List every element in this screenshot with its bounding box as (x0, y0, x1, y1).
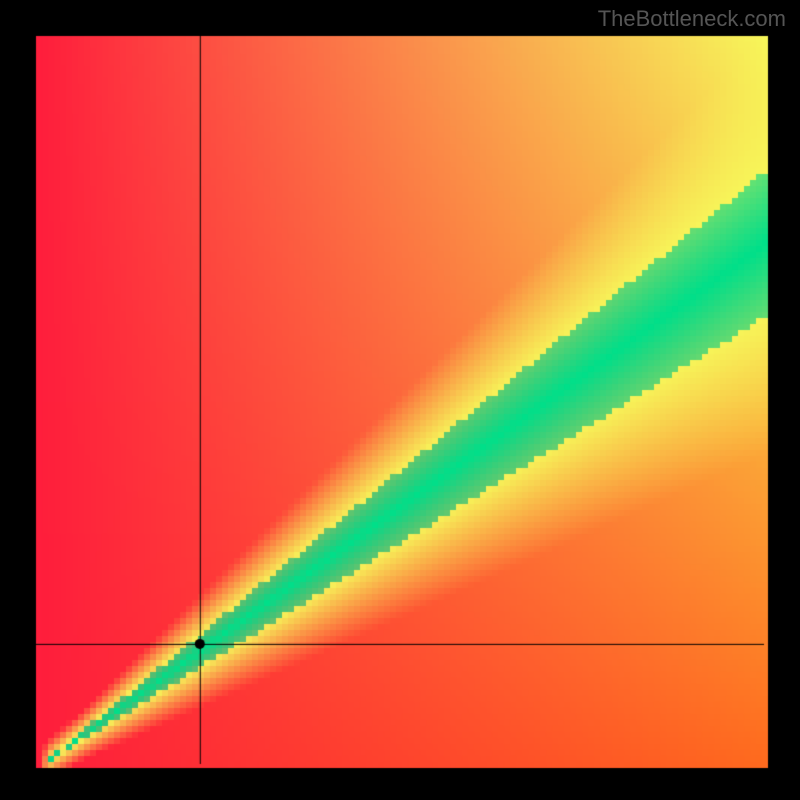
bottleneck-heatmap (0, 0, 800, 800)
chart-container: TheBottleneck.com (0, 0, 800, 800)
watermark-text: TheBottleneck.com (598, 6, 786, 32)
